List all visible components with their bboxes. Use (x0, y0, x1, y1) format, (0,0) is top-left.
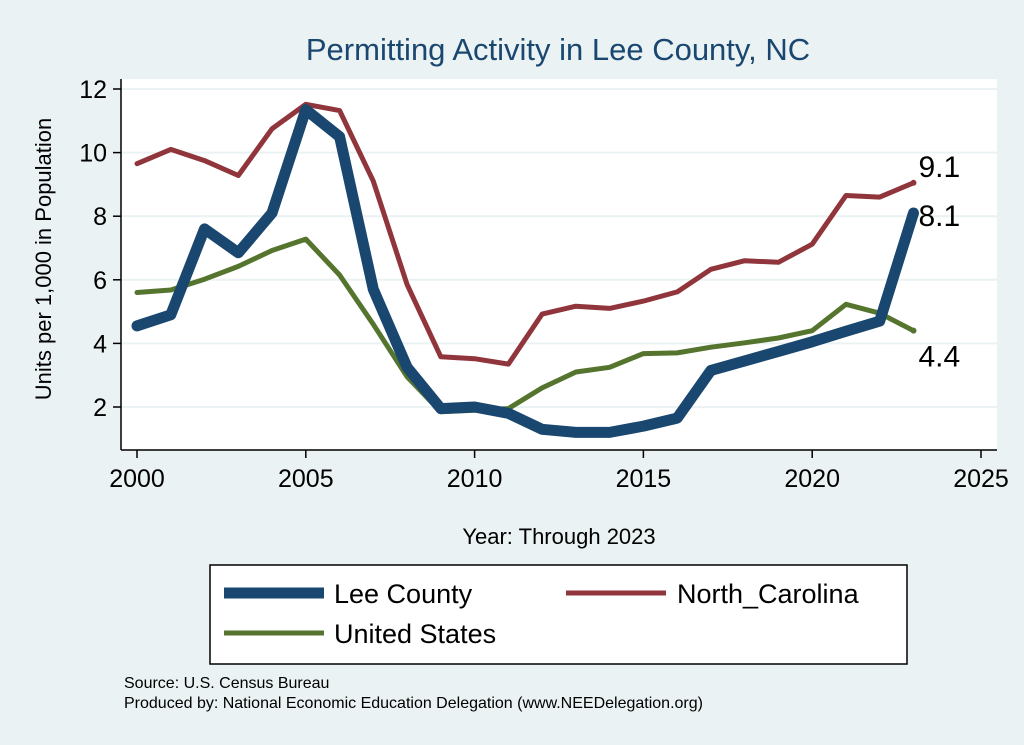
end-label-lee-county: 8.1 (918, 200, 960, 233)
x-axis-title: Year: Through 2023 (462, 524, 655, 549)
end-label-north-carolina: 9.1 (918, 151, 960, 184)
legend-label-lee-county: Lee County (334, 579, 473, 609)
x-tick-label-2015: 2015 (616, 465, 672, 493)
x-tick-label-2000: 2000 (109, 465, 165, 493)
end-label-united-states: 4.4 (918, 341, 960, 374)
y-tick-label-6: 6 (93, 267, 107, 295)
legend: Lee County North_Carolina United States (209, 564, 908, 665)
series-line-united-states (134, 236, 916, 415)
y-axis-title: Units per 1,000 in Population (31, 118, 56, 401)
y-tick-label-2: 2 (93, 394, 107, 422)
legend-label-north-carolina: North_Carolina (677, 579, 860, 609)
x-tick-label-2010: 2010 (447, 465, 503, 493)
legend-label-united-states: United States (334, 619, 496, 649)
series-line-lee-county (131, 104, 919, 438)
series-lines (131, 101, 919, 438)
end-point-north-carolina (910, 179, 917, 186)
x-tick-label-2005: 2005 (278, 465, 334, 493)
x-tick-label-2020: 2020 (784, 465, 840, 493)
y-tick-label-8: 8 (93, 203, 107, 231)
y-ticks: 2 4 6 8 10 12 (79, 76, 121, 422)
series-line-north-carolina (134, 101, 916, 367)
end-point-united-states (910, 327, 917, 334)
x-ticks: 2000 2005 2010 2015 2020 2025 (109, 450, 1009, 493)
y-tick-label-4: 4 (93, 330, 107, 358)
source-line: Source: U.S. Census Bureau (124, 675, 329, 692)
end-point-lee-county (910, 210, 917, 217)
producer-line: Produced by: National Economic Education… (124, 695, 703, 712)
y-tick-label-10: 10 (79, 140, 107, 168)
x-tick-label-2025: 2025 (953, 465, 1009, 493)
y-tick-label-12: 12 (79, 76, 107, 104)
end-labels: 8.1 9.1 4.4 (918, 151, 960, 374)
chart-title: Permitting Activity in Lee County, NC (306, 32, 810, 67)
plot-area (121, 79, 997, 450)
legend-box (209, 564, 908, 665)
